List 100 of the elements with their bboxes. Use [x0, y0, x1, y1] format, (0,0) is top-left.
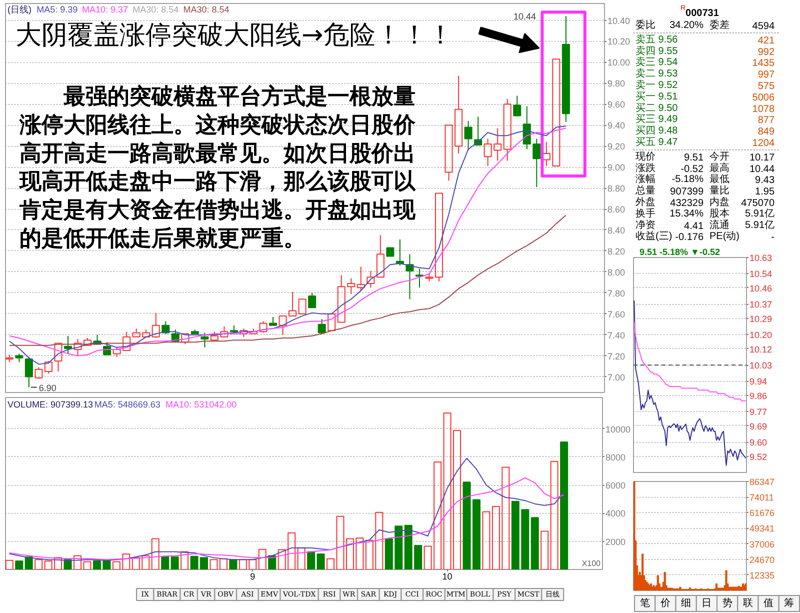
bar [64, 559, 72, 570]
text: 涨跌 -0.52 最高 10.44 [636, 162, 775, 175]
chart-subtitle: VOLUME: 907399.13 [7, 400, 94, 410]
annotation: 最强的突破横盘平台方式是一根放量涨停大阳线往上。这种突破状态次日股价高开高走一路高歌最常见。如次日股价出现高开低走盘中一路下滑，那么该股可以肯定是有大资金在借势出逃。开盘如出现的是低开低走后果就更严重。 [18, 84, 416, 252]
text: 日 [702, 598, 712, 609]
y-tick-label: 10.63 [750, 253, 772, 263]
bar [550, 460, 558, 570]
y-tick-label: 12335 [750, 570, 775, 580]
text: 势 [722, 597, 732, 609]
text: MA5: 548669.63 [94, 400, 160, 410]
bar [229, 559, 238, 570]
chart-title: 9.51 -5.18% ▼-0.52 [640, 247, 720, 257]
text: 买四 9.48 849 [636, 126, 775, 138]
text: 筹 [784, 597, 794, 609]
text: 委比 34.20% 委差 4594 [636, 20, 775, 32]
y-tick-label: 10.20 [608, 36, 630, 47]
x-tick-label: 9 [250, 572, 256, 582]
y-tick-label: 7.40 [608, 330, 626, 340]
y-tick-label: 2000 [606, 536, 626, 547]
y-tick-label: 9.80 [608, 78, 626, 89]
text: 现价 9.51 今开 10.17 [636, 151, 775, 164]
text: MA30: 8.54 [183, 4, 230, 14]
bar [297, 547, 306, 570]
y-tick-label: 8.20 [608, 246, 626, 256]
line-series [634, 300, 746, 466]
text: 价 [659, 597, 670, 609]
text: 大阴覆盖涨停突破大阳线→危险！！！ [15, 20, 454, 50]
text: 笔 [640, 597, 650, 609]
candlestick [347, 278, 356, 294]
annotation: 6.90 [38, 382, 56, 393]
line-series [8, 477, 565, 560]
bar [258, 548, 266, 570]
y-tick-label: 10.12 [750, 344, 772, 354]
y-tick-label: 9.60 [750, 438, 768, 448]
y-tick-label: 74011 [750, 492, 774, 503]
text: 换手 15.34% 股本 5.91亿 [636, 208, 775, 220]
y-tick-label: 9.60 [608, 100, 626, 110]
y-tick-label: 7.20 [608, 351, 626, 362]
y-axis-title: X100 [582, 559, 602, 568]
text: 卖三 9.54 1435 [636, 57, 775, 70]
bar [34, 559, 43, 570]
y-tick-label: 37006 [750, 539, 775, 550]
y-tick-label: 10.20 [750, 330, 772, 340]
bar [540, 530, 549, 570]
y-tick-label: 10.37 [750, 300, 772, 310]
text: 细 [681, 597, 692, 609]
y-tick-label: 6000 [606, 480, 626, 491]
bar [151, 538, 160, 570]
y-tick-label: 7.80 [608, 288, 626, 298]
y-tick-label: 9.52 [750, 452, 768, 462]
y-tick-label: 9.86 [750, 390, 768, 401]
annotation: 10.44 [513, 12, 536, 22]
y-tick-label: 9.94 [750, 376, 768, 387]
bar [307, 551, 316, 570]
y-tick-label: 8.80 [608, 184, 626, 194]
line-series [634, 322, 746, 402]
text: 卖二 9.53 997 [636, 68, 775, 81]
text: 买一 9.51 5006 [636, 91, 775, 104]
y-tick-label: 9.20 [608, 142, 626, 152]
bar [6, 560, 14, 570]
text: MA10: 9.37 [82, 4, 128, 14]
y-tick-label: 10.46 [750, 283, 772, 294]
y-tick-label: 8.60 [608, 204, 626, 215]
y-tick-label: 7.60 [608, 309, 626, 320]
text: 涨幅 -5.18% 最低 9.43 [636, 174, 775, 186]
candlestick [562, 16, 570, 122]
bar [180, 551, 189, 570]
bar [316, 554, 325, 570]
y-tick-label: 61676 [750, 508, 775, 518]
y-tick-label: 10.29 [750, 314, 772, 324]
bar [219, 558, 228, 570]
y-tick-label: 10000 [606, 424, 631, 434]
text: 买二 9.50 1078 [636, 102, 775, 115]
y-tick-label: 7.00 [608, 372, 626, 382]
text: 收益(三) -0.176 PE(动) - [636, 231, 775, 244]
bar [530, 517, 539, 570]
x-tick-label: 10 [442, 572, 452, 582]
y-tick-label: 4000 [606, 508, 626, 519]
y-tick-label: 8000 [606, 452, 626, 462]
text: MA5: 9.39 [36, 4, 78, 14]
bar [15, 560, 24, 570]
bar [24, 556, 33, 570]
chart-subtitle: (日线) [7, 4, 32, 14]
text: 卖一 9.52 575 [636, 80, 775, 92]
bar [482, 511, 490, 570]
text: MA10: 531042.00 [166, 400, 237, 410]
text: 值 [764, 598, 774, 609]
text: 卖五 9.56 421 [636, 34, 775, 46]
legend-label: MA30: 8.54 [132, 4, 179, 14]
line-series [8, 458, 565, 561]
text: 买五 9.47 1204 [636, 137, 775, 149]
y-tick-label: 49341 [750, 524, 775, 534]
text: 买三 9.49 877 [636, 114, 775, 126]
bar [210, 559, 218, 570]
bar [170, 556, 179, 570]
y-tick-label: 10.03 [750, 360, 772, 370]
text: 净资 4.41 流通 5.91亿 [636, 220, 775, 232]
text: 总量 907399 量比 1.95 [636, 186, 775, 198]
bar [161, 556, 170, 570]
y-tick-label: 9.00 [608, 162, 626, 173]
